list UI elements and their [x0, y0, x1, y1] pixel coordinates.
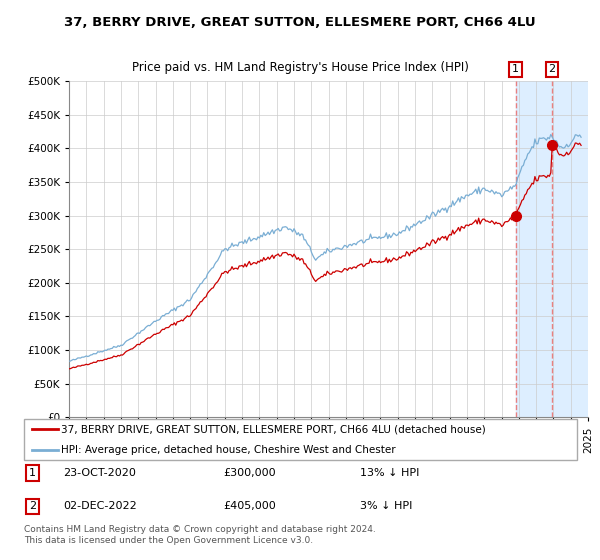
- Text: 1: 1: [29, 468, 36, 478]
- Text: 02-DEC-2022: 02-DEC-2022: [64, 501, 137, 511]
- Text: 3% ↓ HPI: 3% ↓ HPI: [360, 501, 412, 511]
- Text: Contains HM Land Registry data © Crown copyright and database right 2024.
This d: Contains HM Land Registry data © Crown c…: [24, 525, 376, 545]
- Text: £405,000: £405,000: [223, 501, 276, 511]
- Text: 2: 2: [29, 501, 36, 511]
- Text: HPI: Average price, detached house, Cheshire West and Chester: HPI: Average price, detached house, Ches…: [61, 445, 395, 455]
- FancyBboxPatch shape: [24, 419, 577, 460]
- Bar: [515, 81, 588, 417]
- Text: Price paid vs. HM Land Registry's House Price Index (HPI): Price paid vs. HM Land Registry's House …: [131, 61, 469, 74]
- Text: 37, BERRY DRIVE, GREAT SUTTON, ELLESMERE PORT, CH66 4LU: 37, BERRY DRIVE, GREAT SUTTON, ELLESMERE…: [64, 16, 536, 29]
- Text: 13% ↓ HPI: 13% ↓ HPI: [360, 468, 419, 478]
- Text: £300,000: £300,000: [223, 468, 276, 478]
- Text: 2: 2: [548, 64, 556, 74]
- Text: 1: 1: [512, 64, 519, 74]
- Text: 37, BERRY DRIVE, GREAT SUTTON, ELLESMERE PORT, CH66 4LU (detached house): 37, BERRY DRIVE, GREAT SUTTON, ELLESMERE…: [61, 424, 485, 435]
- Text: 23-OCT-2020: 23-OCT-2020: [64, 468, 136, 478]
